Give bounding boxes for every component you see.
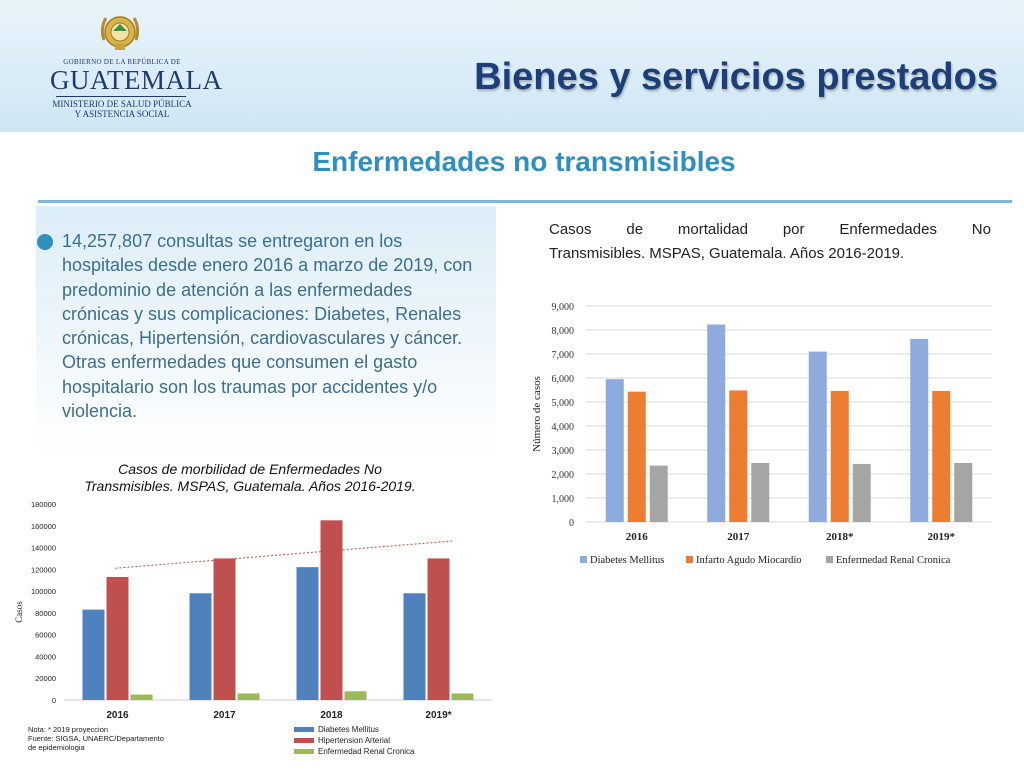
morbidity-caption-line-1: Casos de morbilidad de Enfermedades No bbox=[118, 461, 382, 477]
x-tick-label: 2019* bbox=[425, 710, 451, 721]
bar-2016-1 bbox=[106, 576, 129, 700]
bar-2016-0 bbox=[82, 609, 105, 700]
y-tick-label: 160000 bbox=[31, 522, 56, 531]
coat-of-arms-icon bbox=[100, 16, 140, 50]
y-tick-label: 8,000 bbox=[552, 326, 575, 337]
bar-2018-2 bbox=[344, 691, 367, 700]
legend-swatch bbox=[686, 556, 693, 563]
bar-2018-1 bbox=[320, 520, 343, 700]
bar-2019*-1 bbox=[427, 558, 450, 700]
legend-swatch bbox=[826, 556, 833, 563]
y-tick-label: 120000 bbox=[31, 565, 56, 574]
bar-2018*-0 bbox=[808, 351, 827, 522]
mortality-chart-svg: 0 1,000 2,000 3,000 4,000 5,000 6,000 7,000 8,00… bbox=[531, 302, 992, 566]
bar-2019*-0 bbox=[910, 338, 929, 522]
bar-2019*-1 bbox=[932, 390, 951, 522]
bar-2019*-2 bbox=[954, 462, 973, 522]
y-tick-label: 40000 bbox=[35, 652, 56, 661]
y-tick-label: 6,000 bbox=[552, 374, 575, 385]
y-tick-label: 140000 bbox=[31, 544, 56, 553]
legend-label: Diabetes Mellitus bbox=[318, 725, 379, 734]
bar-2018-0 bbox=[296, 567, 319, 700]
y-tick-label: 0 bbox=[52, 696, 56, 705]
legend-swatch bbox=[294, 749, 314, 754]
legend-swatch bbox=[294, 738, 314, 743]
legend-swatch bbox=[580, 556, 587, 563]
section-divider bbox=[38, 200, 1012, 203]
bar-2017-1 bbox=[213, 558, 236, 700]
y-tick-label: 2,000 bbox=[552, 470, 575, 481]
y-axis-label: Casos bbox=[14, 601, 24, 623]
bar-2017-0 bbox=[707, 324, 726, 522]
y-tick-label: 60000 bbox=[35, 631, 56, 640]
x-tick-label: 2017 bbox=[727, 531, 750, 543]
bar-2017-2 bbox=[237, 693, 260, 700]
bar-2016-2 bbox=[649, 465, 668, 522]
y-tick-label: 7,000 bbox=[552, 350, 575, 361]
y-tick-label: 3,000 bbox=[552, 446, 575, 457]
legend-swatch bbox=[294, 727, 314, 732]
government-line: GOBIERNO DE LA REPÚBLICA DE bbox=[63, 58, 181, 66]
x-tick-label: 2017 bbox=[213, 710, 236, 721]
legend-label: Diabetes Mellitus bbox=[590, 555, 664, 566]
y-tick-label: 80000 bbox=[35, 609, 56, 618]
y-tick-label: 9,000 bbox=[552, 302, 575, 313]
x-tick-label: 2016 bbox=[106, 710, 129, 721]
mortality-caption-line-1: Casos de mortalidad por Enfermedades No bbox=[549, 221, 991, 238]
note-line: Nota: * 2019 proyeccion bbox=[28, 725, 108, 734]
bar-2016-1 bbox=[627, 391, 646, 522]
x-tick-label: 2018 bbox=[320, 710, 343, 721]
bar-2017-0 bbox=[189, 593, 212, 700]
y-tick-label: 20000 bbox=[35, 674, 56, 683]
logo-rule bbox=[56, 96, 186, 97]
y-tick-label: 4,000 bbox=[552, 422, 575, 433]
y-tick-label: 180000 bbox=[31, 500, 56, 509]
x-tick-label: 2019* bbox=[928, 531, 956, 543]
note-line: de epidemiologia bbox=[28, 743, 86, 752]
trendline bbox=[115, 540, 453, 569]
bar-2019*-2 bbox=[451, 693, 474, 700]
page-title: Bienes y servicios prestados bbox=[474, 56, 998, 98]
legend-label: Enfermedad Renal Cronica bbox=[836, 555, 951, 566]
bar-2019*-0 bbox=[403, 593, 426, 700]
country-name: GUATEMALA bbox=[50, 65, 223, 95]
mortality-chart-caption: Casos de mortalidad por Enfermedades No … bbox=[549, 218, 991, 266]
y-tick-label: 0 bbox=[569, 518, 574, 529]
ministry-line-2: Y ASISTENCIA SOCIAL bbox=[74, 109, 170, 119]
mortality-caption-line-2: Transmisibles. MSPAS, Guatemala. Años 20… bbox=[549, 245, 905, 262]
mortality-chart: 0 1,000 2,000 3,000 4,000 5,000 6,000 7,000 8,00… bbox=[528, 294, 1004, 576]
x-tick-label: 2016 bbox=[626, 531, 649, 543]
summary-paragraph: 14,257,807 consultas se entregaron en lo… bbox=[62, 231, 473, 422]
morbidity-caption-line-2: Transmisibles. MSPAS, Guatemala. Años 20… bbox=[84, 478, 416, 494]
bar-2017-1 bbox=[729, 390, 748, 522]
legend-label: Enfermedad Renal Cronica bbox=[318, 747, 415, 756]
y-axis-label: Número de casos bbox=[531, 376, 543, 452]
morbidity-chart-caption: Casos de morbilidad de Enfermedades No T… bbox=[40, 461, 460, 495]
bar-2016-0 bbox=[605, 379, 624, 522]
y-tick-label: 5,000 bbox=[552, 398, 575, 409]
header-banner bbox=[0, 0, 1024, 132]
bar-2017-2 bbox=[751, 462, 770, 522]
y-tick-label: 100000 bbox=[31, 587, 56, 596]
ministry-line-1: MINISTERIO DE SALUD PÚBLICA bbox=[52, 99, 192, 109]
y-tick-label: 1,000 bbox=[552, 494, 575, 505]
ministry-logo: GOBIERNO DE LA REPÚBLICA DE GUATEMALA MI… bbox=[48, 10, 223, 120]
legend-label: Infarto Agudo Miocardio bbox=[696, 555, 802, 566]
morbidity-chart-svg: 0 20000 40000 60000 80000 100000 120000 140000 1… bbox=[14, 500, 492, 756]
bar-2016-2 bbox=[130, 694, 153, 700]
morbidity-chart: 0 20000 40000 60000 80000 100000 120000 140000 1… bbox=[0, 494, 500, 768]
bar-2018*-1 bbox=[830, 390, 849, 522]
legend-label: Hipertension Arterial bbox=[318, 736, 390, 745]
x-tick-label: 2018* bbox=[826, 531, 854, 543]
section-title: Enfermedades no transmisibles bbox=[312, 146, 736, 177]
ministry-name: MINISTERIO DE SALUD PÚBLICA Y ASISTENCIA… bbox=[48, 99, 196, 119]
text-panel-background bbox=[36, 206, 496, 456]
note-line: Fuente: SIGSA, UNAERC/Departamento bbox=[28, 734, 164, 743]
bar-2018*-2 bbox=[852, 463, 871, 522]
bullet-icon bbox=[37, 234, 53, 250]
